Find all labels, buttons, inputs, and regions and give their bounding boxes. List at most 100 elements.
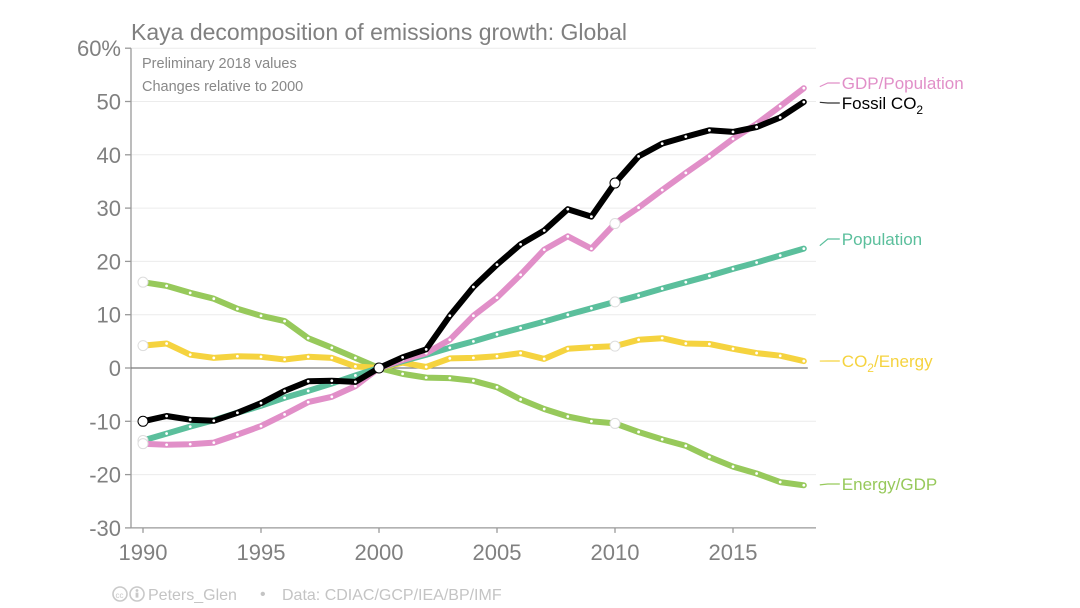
data-point-fossil-co2-2011 <box>637 154 640 158</box>
data-point-co2-energy-2009 <box>590 345 593 349</box>
data-point-co2-energy-2004 <box>472 356 475 360</box>
data-point-fossil-co2-1994 <box>236 411 239 415</box>
data-point-fossil-co2-2010 <box>609 177 621 189</box>
data-point-co2-energy-1995 <box>259 355 263 359</box>
data-point-gdp-population-2015 <box>731 137 735 141</box>
data-point-energy-gdp-1999 <box>354 356 357 360</box>
data-point-fossil-co2-2018 <box>802 100 806 104</box>
data-point-co2-energy-1991 <box>165 342 169 345</box>
data-point-fossil-co2-2005 <box>495 263 499 266</box>
subtitle-line-2: Changes relative to 2000 <box>142 79 303 95</box>
data-point-gdp-population-1998 <box>330 395 334 399</box>
data-point-gdp-population-2006 <box>519 273 522 277</box>
data-point-energy-gdp-2008 <box>566 415 570 418</box>
series-lines <box>137 85 807 489</box>
data-point-co2-energy-2005 <box>495 354 499 358</box>
data-point-energy-gdp-2011 <box>637 430 640 434</box>
data-point-co2-energy-2016 <box>755 351 758 355</box>
data-point-energy-gdp-1991 <box>165 284 169 288</box>
data-point-gdp-population-2014 <box>708 154 711 158</box>
data-point-energy-gdp-2007 <box>542 407 546 411</box>
footer-author: Peters_Glen <box>148 587 237 604</box>
data-point-gdp-population-2004 <box>472 314 475 318</box>
data-point-gdp-population-1996 <box>283 412 286 416</box>
data-point-fossil-co2-1997 <box>306 379 310 383</box>
data-point-fossil-co2-1993 <box>212 419 216 423</box>
data-point-gdp-population-1990 <box>137 438 149 450</box>
data-point-fossil-co2-2007 <box>542 229 546 232</box>
data-point-co2-energy-2011 <box>637 338 640 342</box>
data-point-gdp-population-2011 <box>637 206 640 209</box>
data-point-gdp-population-2013 <box>684 171 688 175</box>
data-point-gdp-population-2017 <box>778 104 782 108</box>
data-point-energy-gdp-1996 <box>283 319 286 323</box>
data-point-co2-energy-2003 <box>448 357 452 360</box>
data-point-gdp-population-2010 <box>609 218 621 230</box>
data-point-population-2009 <box>590 306 593 310</box>
legend-labels: Energy/GDP CO2/Energy Population GDP/Popula… <box>819 74 964 494</box>
y-tick-label: 20 <box>97 249 121 274</box>
data-point-fossil-co2-1991 <box>165 414 169 418</box>
data-point-energy-gdp-2009 <box>590 419 593 423</box>
y-tick-label: 40 <box>97 143 121 168</box>
data-point-energy-gdp-2005 <box>495 385 499 389</box>
footer: cc Peters_Glen • Data: CDIAC/GCP/IEA/BP/… <box>112 586 502 604</box>
data-point-energy-gdp-2004 <box>472 379 475 383</box>
y-tick-label: 50 <box>97 90 121 115</box>
data-point-co2-energy-2013 <box>684 342 688 345</box>
data-point-energy-gdp-1992 <box>188 291 192 295</box>
data-point-fossil-co2-1995 <box>259 401 263 405</box>
label-energy-gdp: Energy/GDP <box>842 475 937 494</box>
data-point-co2-energy-1992 <box>188 353 192 357</box>
data-point-population-2012 <box>660 287 664 290</box>
data-point-energy-gdp-1998 <box>330 346 334 350</box>
data-point-gdp-population-2003 <box>448 338 452 342</box>
data-point-fossil-co2-1992 <box>188 418 192 422</box>
x-tick-label: 1990 <box>119 540 168 565</box>
data-point-gdp-population-2005 <box>495 296 499 300</box>
y-tick-label: -20 <box>89 463 121 488</box>
x-tick-label: 2005 <box>473 540 522 565</box>
data-point-energy-gdp-1994 <box>236 307 239 311</box>
data-point-fossil-co2-2001 <box>401 355 404 359</box>
data-point-gdp-population-1993 <box>212 441 216 445</box>
y-tick-label: 10 <box>97 303 121 328</box>
data-point-energy-gdp-2016 <box>755 472 758 475</box>
data-point-fossil-co2-2012 <box>660 142 664 146</box>
data-point-fossil-co2-1999 <box>354 380 357 384</box>
footer-separator: • <box>260 586 266 603</box>
data-point-population-2013 <box>684 280 688 284</box>
data-point-co2-energy-1996 <box>283 358 286 361</box>
data-point-fossil-co2-2006 <box>519 242 522 246</box>
y-tick-label: 60% <box>77 36 121 61</box>
data-point-fossil-co2-2016 <box>755 125 758 129</box>
series-gdp-population <box>137 85 807 450</box>
data-point-energy-gdp-1997 <box>306 336 310 340</box>
data-point-co2-energy-2017 <box>778 354 782 358</box>
data-point-energy-gdp-1993 <box>212 297 216 301</box>
data-point-co2-energy-2014 <box>708 342 711 346</box>
data-point-population-2016 <box>755 261 758 264</box>
data-point-population-1991 <box>165 432 169 435</box>
line-gdp-population <box>140 85 807 448</box>
data-point-population-2015 <box>731 267 735 271</box>
data-point-co2-energy-1999 <box>354 365 357 368</box>
data-point-gdp-population-2008 <box>566 234 570 238</box>
data-point-co2-energy-2008 <box>566 347 570 351</box>
footer-source: Data: CDIAC/GCP/IEA/BP/IMF <box>282 587 502 604</box>
data-point-co2-energy-2012 <box>660 336 664 340</box>
data-point-co2-energy-2010 <box>609 340 621 352</box>
data-point-population-2017 <box>778 254 782 257</box>
data-point-co2-energy-2002 <box>424 365 428 369</box>
label-co2-energy: CO2/Energy <box>842 352 933 375</box>
label-gdp-population: GDP/Population <box>842 74 964 93</box>
data-point-energy-gdp-2001 <box>401 372 404 376</box>
subtitle-line-1: Preliminary 2018 values <box>142 56 297 72</box>
data-point-population-1997 <box>306 389 310 393</box>
axes: -30 -20 -10 0 10 20 30 40 50 60% 1990 1995 2000 2005 2… <box>77 36 816 565</box>
data-point-gdp-population-1991 <box>165 443 169 447</box>
data-point-population-2008 <box>566 313 570 317</box>
chart-title: Kaya decomposition of emissions growth: … <box>131 19 627 45</box>
data-point-energy-gdp-2012 <box>660 438 664 441</box>
